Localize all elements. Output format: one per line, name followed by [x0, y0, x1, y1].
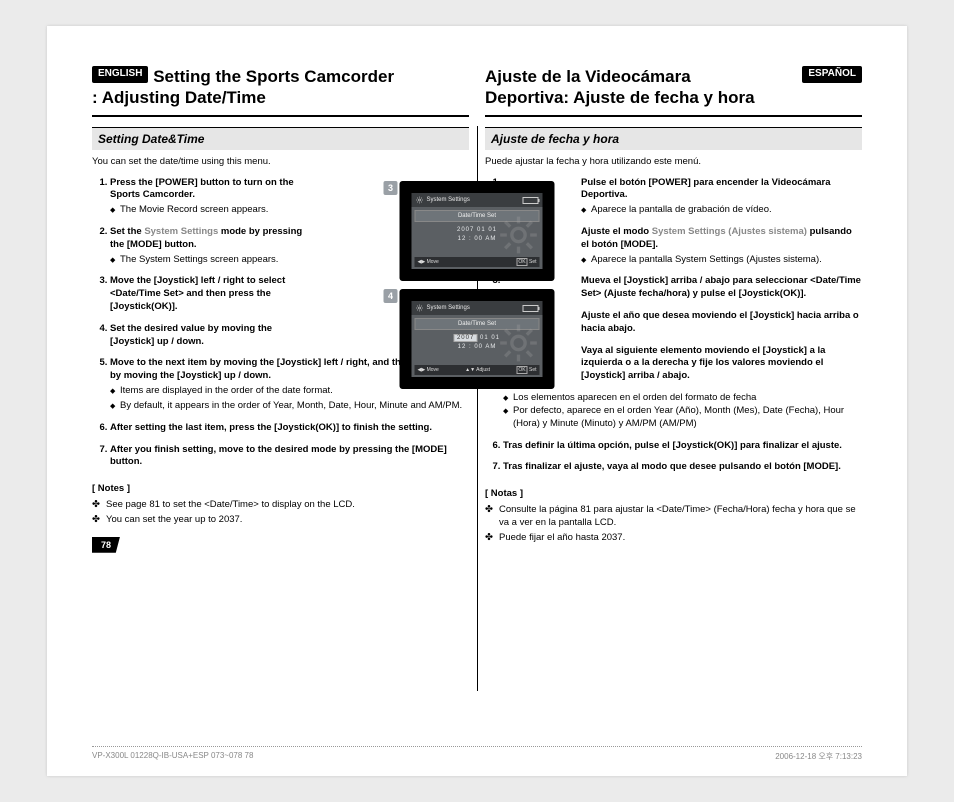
steps-list-es-cont: Tras definir la última opción, pulse el …	[485, 440, 862, 475]
lang-badge-spanish: ESPAÑOL	[802, 66, 862, 83]
gear-decoration-icon	[499, 215, 539, 255]
intro-text-en: You can set the date/time using this men…	[92, 156, 469, 169]
section-heading-es: Ajuste de fecha y hora	[485, 127, 862, 150]
page-footer: VP-X300L 01228Q-IB-USA+ESP 073~078 78 20…	[92, 746, 862, 762]
lcd-shot-3: System Settings Date/Time Set 2007 01 01…	[400, 181, 555, 281]
title-line1-es: Ajuste de la Videocámara	[485, 67, 691, 86]
step-2-sub-en: The System Settings screen appears.	[110, 254, 315, 267]
note-1-es: Consulte la página 81 para ajustar la <D…	[485, 504, 862, 530]
notes-es: [ Notas ] Consulte la página 81 para aju…	[485, 488, 862, 544]
step-7-es: Tras finalizar el ajuste, vaya al modo q…	[503, 461, 862, 474]
title-separator-es	[485, 115, 862, 117]
battery-icon	[523, 305, 539, 312]
section-heading-en: Setting Date&Time	[92, 127, 469, 150]
shot-header-text: System Settings	[427, 305, 470, 311]
notes-label-es: [ Notas ]	[485, 488, 862, 501]
battery-icon	[523, 197, 539, 204]
move-icon: ◀▶	[418, 367, 426, 373]
step-2-es: Ajuste el modo System Settings (Ajustes …	[503, 226, 862, 266]
step-4-es: Ajuste el año que desea moviendo el [Joy…	[503, 310, 862, 336]
move-icon: ◀▶	[418, 259, 426, 265]
shot-number-3: 3	[384, 181, 398, 195]
ok-icon: OK	[516, 366, 527, 374]
mode-ref-es: System Settings (Ajustes sistema)	[652, 226, 807, 237]
shot-number-4: 4	[384, 289, 398, 303]
title-line2-en: : Adjusting Date/Time	[92, 88, 266, 107]
gear-icon	[416, 196, 424, 204]
step-1-sub-es: Aparece la pantalla de grabación de víde…	[581, 204, 862, 217]
step-2-sub-es: Aparece la pantalla System Settings (Aju…	[581, 254, 862, 267]
gear-decoration-icon	[499, 323, 539, 363]
main-title-es: Ajuste de la Videocámara Deportiva: Ajus…	[485, 66, 862, 109]
footer-right-text: 2006-12-18 오후 7:13:23	[775, 751, 862, 762]
lang-badge-english: ENGLISH	[92, 66, 148, 83]
ok-icon: OK	[516, 258, 527, 266]
step-5-es: Vaya al siguiente elemento moviendo el […	[503, 345, 862, 383]
step-6-es: Tras definir la última opción, pulse el …	[503, 440, 862, 453]
step-5-sub-a-es: ◆Los elementos aparecen en el orden del …	[503, 392, 862, 405]
mode-ref-en: System Settings	[144, 226, 218, 237]
step-6-en: After setting the last item, press the […	[110, 422, 469, 435]
step-1-sub-en: The Movie Record screen appears.	[110, 204, 315, 217]
manual-page: ENGLISH Setting the Sports Camcorder : A…	[47, 26, 907, 776]
footer-left-text: VP-X300L 01228Q-IB-USA+ESP 073~078 78	[92, 751, 253, 762]
step-1-es: Pulse el botón [POWER] para encender la …	[503, 177, 862, 217]
title-separator	[92, 115, 469, 117]
gear-icon	[416, 304, 424, 312]
notes-label-en: [ Notes ]	[92, 483, 469, 496]
page-number-badge: 78	[92, 537, 120, 553]
note-1-en: See page 81 to set the <Date/Time> to di…	[92, 499, 469, 512]
shot-header-text: System Settings	[427, 197, 470, 203]
step-5-sub-b-es: ◆Por defecto, aparece en el orden Year (…	[503, 405, 862, 431]
step-5-sub-b-en: By default, it appears in the order of Y…	[110, 400, 469, 413]
main-title-en: ENGLISH Setting the Sports Camcorder : A…	[92, 66, 469, 109]
notes-en: [ Notes ] See page 81 to set the <Date/T…	[92, 483, 469, 526]
note-2-es: Puede fijar el año hasta 2037.	[485, 532, 862, 545]
title-line1-en: Setting the Sports Camcorder	[153, 67, 394, 86]
note-2-en: You can set the year up to 2037.	[92, 514, 469, 527]
step-7-en: After you finish setting, move to the de…	[110, 444, 469, 470]
step-3-es: Mueva el [Joystick] arriba / abajo para …	[503, 275, 862, 301]
intro-text-es: Puede ajustar la fecha y hora utilizando…	[485, 156, 862, 169]
year-selected-box: 2007	[454, 334, 477, 342]
adjust-icon: ▲▼	[465, 367, 475, 373]
title-line2-es: Deportiva: Ajuste de fecha y hora	[485, 88, 755, 107]
lcd-shot-4: System Settings Date/Time Set 2007 01 01…	[400, 289, 555, 389]
lcd-screenshots: 3 System Settings Date/Time Set 2007 01 …	[400, 181, 555, 397]
